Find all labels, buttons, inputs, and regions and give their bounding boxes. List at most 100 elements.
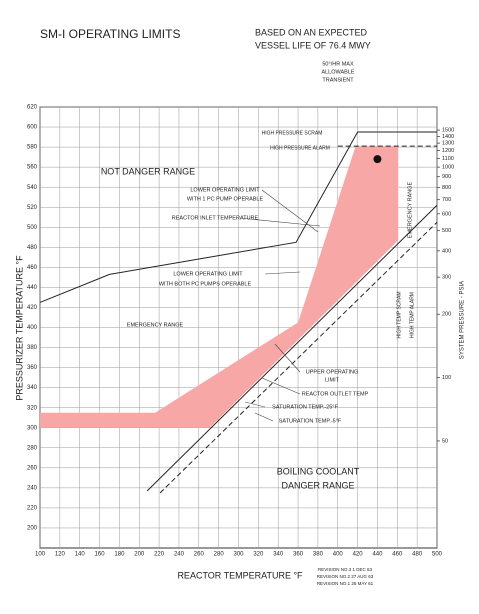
annotation: EMERGENCY RANGE: [127, 322, 184, 328]
x-tick-label: 220: [154, 552, 165, 558]
y-tick-label: 500: [27, 225, 38, 231]
leader-line: [274, 343, 301, 373]
annotation: LOWER OPERATING LIMIT: [190, 187, 260, 193]
y-tick-label: 540: [27, 185, 38, 191]
x-tick-label: 140: [75, 552, 86, 558]
x-tick-label: 400: [333, 552, 344, 558]
leader-line: [264, 271, 301, 275]
subtitle: BASED ON AN EXPECTED: [255, 27, 368, 37]
y2-tick-label: 1100: [442, 156, 454, 162]
annotation: DANGER RANGE: [281, 480, 354, 490]
annotation: SATURATION TEMP.-5°F: [279, 418, 342, 424]
limit-line: [146, 204, 438, 492]
y2-tick-label: 600: [442, 211, 451, 217]
y-tick-label: 600: [27, 125, 38, 131]
annotation: TRANSIENT: [322, 77, 354, 83]
operating-region: [40, 146, 399, 428]
annotation: REACTOR INLET TEMPERATURE: [172, 215, 259, 221]
y-tick-label: 400: [27, 325, 38, 331]
y-tick-label: 280: [27, 445, 38, 451]
x-tick-label: 420: [353, 552, 364, 558]
operating-point: [373, 155, 382, 164]
y-tick-label: 560: [27, 165, 38, 171]
limit-line: [39, 131, 437, 303]
y2-tick-label: 800: [442, 185, 451, 191]
leader-line: [254, 412, 274, 422]
x-tick-label: 380: [313, 552, 324, 558]
subtitle: VESSEL LIFE OF 76.4 MWY: [255, 40, 371, 50]
annotation: HIGH PRESSURE ALARM: [270, 145, 330, 151]
y2-tick-label: 700: [442, 197, 451, 203]
y2-axis-title: SYSTEM PRESSURE - PSIA: [460, 281, 466, 359]
y-tick-label: 240: [27, 485, 38, 491]
annotation: 50°/HR MAX: [322, 61, 354, 67]
y-tick-label: 360: [27, 365, 38, 371]
x-tick-label: 360: [293, 552, 304, 558]
y-tick-label: 580: [27, 145, 38, 151]
y2-tick-label: 500: [442, 228, 451, 234]
leader-line: [261, 189, 319, 233]
y-tick-label: 200: [27, 526, 38, 532]
annotation: UPPER OPERATING: [306, 369, 358, 375]
annotation: REVISION NO.2 27 AUG 63: [317, 574, 374, 579]
y-tick-label: 480: [27, 245, 38, 251]
chart-title: SM-I OPERATING LIMITS: [40, 27, 180, 41]
leader-line: [244, 401, 266, 408]
y2-tick-label: 50: [442, 438, 448, 444]
y2-tick-label: 100: [442, 375, 451, 381]
annotation: ALLOWABLE: [321, 69, 354, 75]
y2-tick-label: 300: [442, 275, 451, 281]
y-tick-label: 300: [27, 425, 38, 431]
y-tick-label: 380: [27, 345, 38, 351]
y-tick-label: 520: [27, 205, 38, 211]
y-tick-label: 340: [27, 385, 38, 391]
y2-tick-label: 1300: [442, 141, 454, 147]
x-tick-label: 180: [114, 552, 125, 558]
annotation: REVISION NO.1 25 MAY 61: [317, 581, 374, 586]
x-tick-label: 240: [174, 552, 185, 558]
annotation: EMERGENCY RANGE: [407, 181, 413, 238]
y2-tick-label: 1400: [442, 134, 454, 140]
y-tick-label: 220: [27, 505, 38, 511]
y2-tick-label: 900: [442, 174, 451, 180]
y2-tick-label: 400: [442, 248, 451, 254]
y2-tick-label: 1000: [442, 165, 454, 171]
y-axis-title: PRESSURIZER TEMPERATURE °F: [14, 255, 24, 401]
annotation: LOWER OPERATING LIMIT: [173, 271, 243, 277]
x-tick-label: 320: [253, 552, 264, 558]
x-tick-label: 260: [194, 552, 205, 558]
x-tick-label: 500: [432, 552, 443, 558]
y2-tick-label: 1500: [442, 127, 454, 133]
limit-line: [159, 221, 438, 494]
x-tick-label: 100: [35, 552, 46, 558]
y-tick-label: 320: [27, 405, 38, 411]
annotation: HIGH TEMP ALARM: [409, 292, 415, 338]
x-tick-label: 120: [55, 552, 66, 558]
leader-line: [239, 217, 321, 227]
x-tick-label: 280: [214, 552, 225, 558]
x-tick-label: 460: [392, 552, 403, 558]
annotation: HIGH PRESSURE SCRAM: [262, 130, 323, 136]
y2-tick-label: 200: [442, 312, 451, 318]
y-tick-label: 620: [27, 105, 38, 111]
leader-line: [261, 377, 301, 395]
y2-tick-label: 1200: [442, 148, 454, 154]
x-tick-label: 300: [233, 552, 244, 558]
x-axis-title: REACTOR TEMPERATURE °F: [177, 570, 303, 580]
x-tick-label: 440: [372, 552, 383, 558]
x-tick-label: 480: [412, 552, 423, 558]
x-tick-label: 200: [134, 552, 145, 558]
annotation: NOT DANGER RANGE: [101, 166, 195, 176]
annotation: HIGH TEMP SCRAM: [396, 291, 402, 338]
x-tick-label: 340: [273, 552, 284, 558]
y-tick-label: 420: [27, 305, 38, 311]
annotation: REVISION NO.3 1 DEC 63: [318, 567, 373, 572]
annotation: WITH 1 PC PUMP OPERABLE: [187, 196, 264, 202]
x-tick-label: 160: [95, 552, 106, 558]
y-tick-label: 460: [27, 265, 38, 271]
annotation: REACTOR OUTLET TEMP: [302, 391, 369, 397]
annotation: SATURATION TEMP.-25°F: [272, 404, 338, 410]
y-tick-label: 440: [27, 285, 38, 291]
annotation: LIMIT: [325, 377, 340, 383]
